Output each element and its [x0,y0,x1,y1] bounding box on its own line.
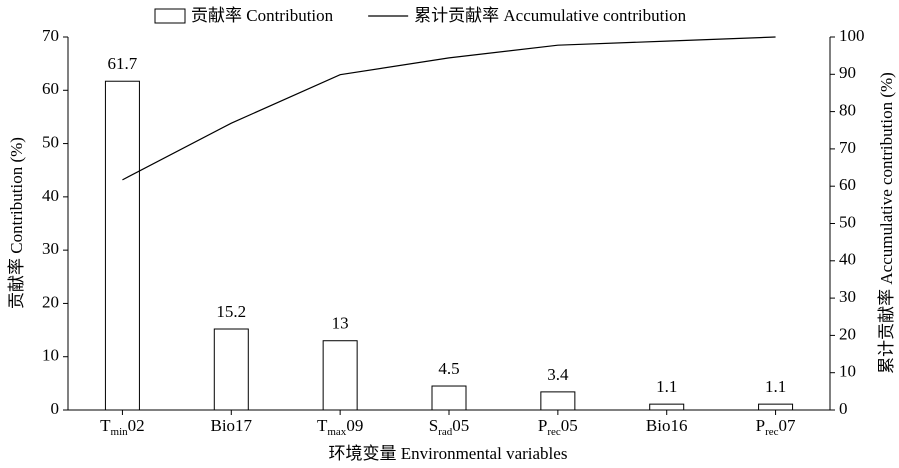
y2-tick-label: 60 [839,175,856,194]
y-tick-label: 0 [51,399,60,418]
value-label: 3.4 [547,365,569,384]
y-tick-label: 10 [42,346,59,365]
y-tick-label: 70 [42,26,59,45]
x-tick-label: Srad05 [429,416,470,438]
value-label: 15.2 [216,302,246,321]
y2-tick-label: 100 [839,26,865,45]
y-tick-label: 20 [42,292,59,311]
bar [431,385,467,411]
value-label: 13 [332,314,349,333]
y2-tick-label: 30 [839,287,856,306]
value-label: 61.7 [108,54,138,73]
x-axis-title: 环境变量 Environmental variables [329,444,568,463]
y2-tick-label: 80 [839,101,856,120]
value-label: 4.5 [438,359,459,378]
y2-tick-label: 90 [839,63,856,82]
y-tick-label: 60 [42,79,59,98]
y2-tick-label: 20 [839,324,856,343]
y-tick-label: 30 [42,239,59,258]
x-tick-label: Tmin02 [100,416,145,438]
value-label: 1.1 [656,377,677,396]
y-tick-label: 50 [42,132,59,151]
bar [322,340,358,411]
bar [213,328,249,411]
x-tick-label: Prec07 [756,416,796,438]
legend-label: 累计贡献率 Accumulative contribution [414,6,686,25]
y2-tick-label: 70 [839,138,856,157]
value-label: 1.1 [765,377,786,396]
x-tick-label: Bio16 [646,416,688,435]
bar [758,403,794,411]
y2-axis-title: 累计贡献率 Accumulative contribution (%) [877,72,896,374]
legend-label: 贡献率 Contribution [191,6,334,25]
x-tick-label: Prec05 [538,416,578,438]
x-tick-label: Bio17 [211,416,253,435]
y2-tick-label: 10 [839,362,856,381]
y-tick-label: 40 [42,186,59,205]
y2-tick-label: 40 [839,250,856,269]
bar [540,391,576,411]
legend-swatch [154,8,186,24]
y2-tick-label: 50 [839,212,856,231]
y2-tick-label: 0 [839,399,848,418]
bar [104,80,140,411]
line [122,36,776,181]
x-tick-label: Tmax09 [317,416,363,438]
bar [649,403,685,411]
y-axis-title: 贡献率 Contribution (%) [7,137,26,309]
